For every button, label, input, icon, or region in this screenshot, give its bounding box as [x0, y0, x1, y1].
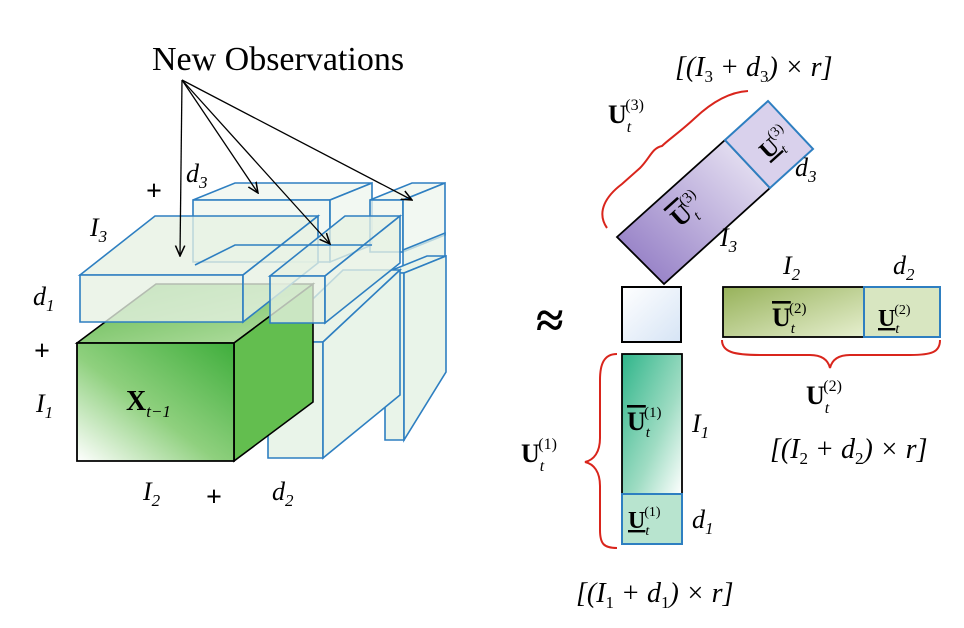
u3-size: [(I3 + d3) × r] [675, 52, 832, 86]
label-i2: I2 [142, 477, 161, 510]
factor-u1: Ut(1) Ut(1) I1 d1 Ut(1) [(I1 + d1) × r] [521, 353, 733, 612]
u1-brace [584, 353, 618, 549]
u2-full-label: Ut(2) [806, 378, 842, 417]
u2-label-i2: I2 [782, 251, 801, 284]
u1-full-label: Ut(1) [521, 436, 557, 475]
plus-d3: + [146, 176, 162, 207]
u1-bar-label: Ut(1) [627, 405, 661, 441]
factor-u1-new-rows [621, 493, 683, 545]
factor-u1-bar [621, 353, 683, 495]
plus-d2: + [206, 482, 222, 513]
factor-u2: Ut(2) Ut(2) I2 d2 Ut(2) [(I2 + d2) × r] [721, 251, 941, 468]
u1-label-i1: I1 [691, 409, 709, 442]
label-i1: I1 [35, 389, 53, 422]
factor-u3: Ut(3) Ut(3) I3 d3 Ut(3) [(I3 + d3) × r] [601, 52, 832, 286]
u1-new-label: Ut(1) [628, 505, 661, 539]
approx-symbol: ≈ [536, 292, 563, 348]
u3-label-i3: I3 [719, 223, 737, 256]
u3-brace [601, 90, 749, 229]
tensor-x-label: Xt−1 [126, 386, 171, 421]
u2-bar-label: Ut(2) [772, 301, 806, 337]
plus-d1: + [34, 336, 50, 367]
observation-arrows [180, 79, 412, 256]
u2-size: [(I2 + d2) × r] [770, 434, 927, 468]
label-d2: d2 [272, 477, 294, 510]
core-tensor [621, 286, 682, 343]
label-d1: d1 [33, 282, 55, 315]
label-d3: d3 [186, 159, 208, 192]
new-observations-title: New Observations [152, 41, 404, 78]
u1-label-d1: d1 [692, 505, 714, 538]
u1-size: [(I1 + d1) × r] [576, 578, 733, 612]
tensor-x-front [76, 342, 235, 462]
new-observation-slab-d1 [77, 214, 403, 325]
u2-brace [721, 339, 941, 369]
u2-new-label: Ut(2) [878, 303, 911, 337]
tensor-labels: + d3 I3 d1 + I1 Xt−1 I2 + d2 [33, 159, 294, 513]
u3-label-d3: d3 [795, 153, 817, 186]
factor-u3-new-rows [723, 99, 815, 190]
factor-u2-new-cols [863, 286, 941, 338]
u2-label-d2: d2 [893, 251, 915, 284]
label-i3: I3 [89, 213, 107, 246]
u3-full-label: Ut(3) [608, 97, 644, 136]
tensor-block [74, 181, 447, 463]
